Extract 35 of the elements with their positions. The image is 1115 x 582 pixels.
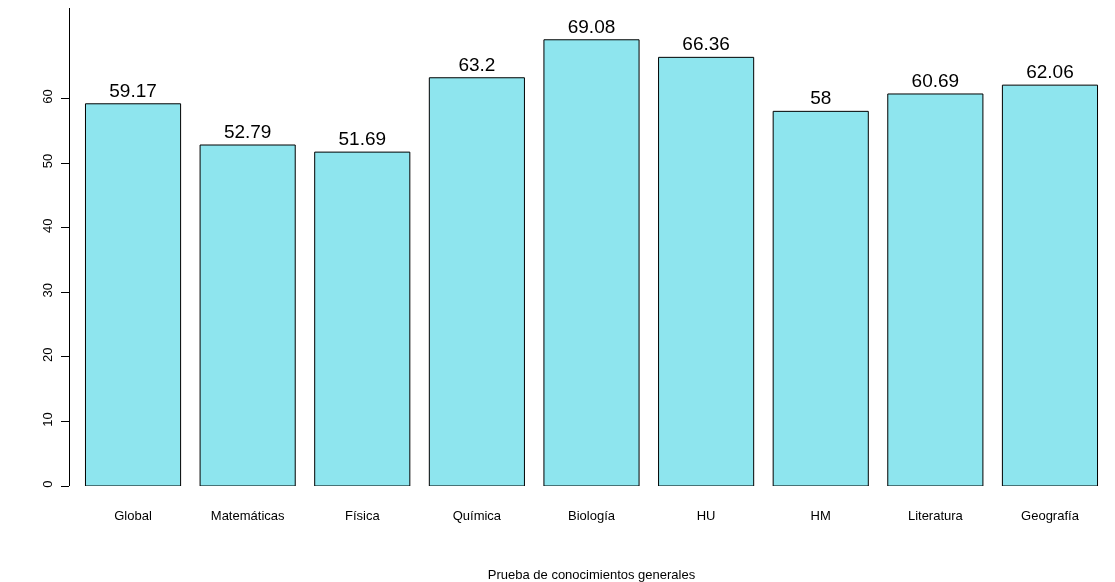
bar [1001, 84, 1099, 486]
x-tick-label: Matemáticas [210, 508, 285, 523]
bar [772, 110, 869, 486]
y-tick-label: 50 [39, 153, 55, 169]
data-label: 62.06 [1026, 61, 1074, 83]
x-axis-title: Prueba de conocimientos generales [487, 567, 696, 582]
bar [887, 93, 984, 486]
x-tick-label: Global [114, 508, 152, 523]
data-label: 51.69 [338, 128, 387, 150]
data-label: 63.2 [458, 53, 496, 75]
data-label: 52.79 [223, 121, 272, 143]
y-tick-label: 10 [39, 412, 55, 427]
bar [428, 77, 525, 486]
y-tick-label: 20 [39, 347, 55, 363]
x-tick-label: Literatura [907, 508, 964, 523]
bar [199, 144, 296, 486]
x-tick-label: Biología [568, 508, 616, 523]
x-tick-label: Geografía [1021, 508, 1080, 523]
data-label: 60.69 [911, 69, 960, 91]
data-label: 66.36 [682, 33, 730, 55]
data-label: 59.17 [109, 79, 157, 101]
bar [84, 103, 182, 486]
y-tick-label: 0 [39, 480, 55, 488]
data-label: 58 [810, 87, 832, 109]
y-tick-label: 30 [39, 283, 55, 298]
x-tick-label: Química [452, 508, 502, 523]
y-tick-label: 40 [39, 218, 55, 233]
data-label: 69.08 [567, 15, 616, 37]
x-tick-label: Física [344, 508, 381, 523]
bar [543, 39, 640, 486]
y-tick-label: 60 [39, 89, 55, 104]
x-tick-label: HM [810, 508, 831, 523]
x-tick-label: HU [696, 508, 716, 523]
bar [658, 56, 755, 486]
bar [314, 151, 411, 486]
